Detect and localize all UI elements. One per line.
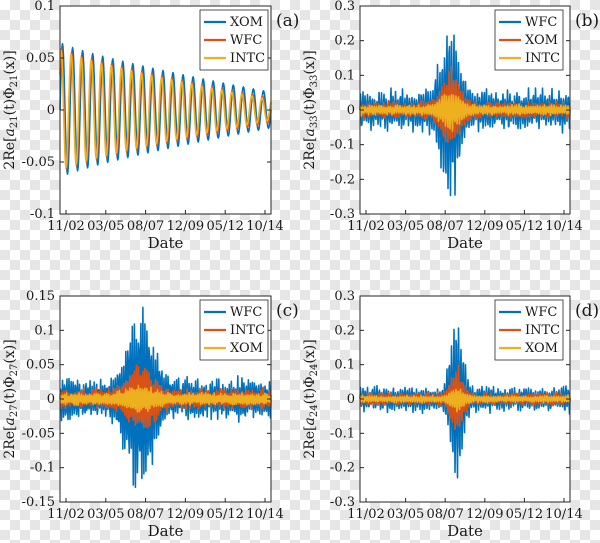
y-tick-label: 0.2 xyxy=(334,34,355,49)
y-tick-label: -0.15 xyxy=(22,495,55,510)
y-tick-label: -0.1 xyxy=(30,461,55,476)
y-tick-label: 0.05 xyxy=(26,358,55,373)
panel-a: -0.1 -0.05 0 0.05 0.1 11/02 03/05 08/07 12/09 05/… xyxy=(2,0,299,252)
y-tick-label: 0.05 xyxy=(26,51,55,66)
y-axis-label: 2Re[a24(t)Φ24(x)] xyxy=(302,339,320,458)
y-tick-label: 0 xyxy=(347,392,355,407)
x-axis-label: Date xyxy=(447,234,483,252)
y-tick-label: -0.05 xyxy=(22,155,55,170)
legend-label-xom: XOM xyxy=(230,15,263,30)
y-tick-label: -0.3 xyxy=(330,207,355,222)
legend-label-wfc: WFC xyxy=(525,15,557,30)
legend-label-wfc: WFC xyxy=(230,305,262,320)
x-tick-label: 05/12 xyxy=(206,507,243,522)
y-tick-label: 0.1 xyxy=(34,0,55,14)
y-tick-label: -0.1 xyxy=(330,426,355,441)
x-tick-label: 12/09 xyxy=(466,507,503,522)
x-tick-label: 05/12 xyxy=(506,219,543,234)
x-tick-label: 10/14 xyxy=(545,219,582,234)
legend-label-xom: XOM xyxy=(525,341,558,356)
x-tick-label: 03/05 xyxy=(87,219,124,234)
series-line-intc xyxy=(59,49,272,169)
x-tick-label: 11/02 xyxy=(347,507,384,522)
y-axis-label: 2Re[a21(t)Φ21(x)] xyxy=(2,50,20,169)
panel-label: (c) xyxy=(276,301,299,321)
legend-label-xom: XOM xyxy=(230,341,263,356)
y-tick-label: 0.3 xyxy=(334,289,355,304)
x-tick-label: 12/09 xyxy=(466,219,503,234)
y-tick-label: -0.3 xyxy=(330,495,355,510)
y-tick-label: -0.1 xyxy=(330,138,355,153)
legend-label-wfc: WFC xyxy=(230,33,262,48)
x-tick-label: 03/05 xyxy=(387,219,424,234)
x-tick-label: 12/09 xyxy=(167,507,204,522)
y-tick-label: 0.3 xyxy=(334,0,355,14)
panel-label: (a) xyxy=(276,11,299,31)
y-tick-label: 0 xyxy=(47,103,55,118)
y-tick-label: 0.1 xyxy=(334,68,355,83)
y-tick-label: -0.05 xyxy=(22,426,55,441)
y-tick-label: -0.2 xyxy=(330,172,355,187)
x-tick-label: 05/12 xyxy=(206,219,243,234)
series-line-xom xyxy=(359,388,571,413)
y-tick-label: 0.1 xyxy=(334,358,355,373)
y-tick-label: -0.1 xyxy=(30,207,55,222)
series-line-xom xyxy=(59,384,272,413)
x-axis-label: Date xyxy=(447,522,483,540)
series-line-xom xyxy=(59,42,272,175)
panel-label: (d) xyxy=(575,301,599,321)
legend-label-intc: INTC xyxy=(525,51,560,66)
x-tick-label: 10/14 xyxy=(246,219,283,234)
y-axis-label: 2Re[a33(t)Φ33(x)] xyxy=(302,50,320,169)
x-tick-label: 05/12 xyxy=(506,507,543,522)
panel-label: (b) xyxy=(575,11,599,31)
legend-label-intc: INTC xyxy=(230,51,265,66)
legend-label-wfc: WFC xyxy=(525,305,557,320)
y-tick-label: 0.2 xyxy=(334,323,355,338)
x-tick-label: 08/07 xyxy=(127,507,164,522)
x-tick-label: 12/09 xyxy=(167,219,204,234)
x-tick-label: 08/07 xyxy=(426,219,463,234)
legend-label-xom: XOM xyxy=(525,33,558,48)
x-tick-label: 11/02 xyxy=(347,219,384,234)
y-tick-label: 0.1 xyxy=(34,323,55,338)
x-tick-label: 03/05 xyxy=(387,507,424,522)
panel-b: -0.3 -0.2 -0.1 0 0.1 0.2 0.3 11/02 03/05 08/07 12/… xyxy=(302,0,599,252)
x-axis-label: Date xyxy=(148,522,184,540)
y-axis-label: 2Re[a27(t)Φ27(x)] xyxy=(2,339,20,458)
y-tick-label: 0 xyxy=(347,103,355,118)
legend-label-intc: INTC xyxy=(230,323,265,338)
x-tick-label: 11/02 xyxy=(47,219,84,234)
y-tick-label: 0.15 xyxy=(26,289,55,304)
x-tick-label: 08/07 xyxy=(426,507,463,522)
y-tick-label: 0 xyxy=(47,392,55,407)
legend-label-intc: INTC xyxy=(525,323,560,338)
x-tick-label: 10/14 xyxy=(545,507,582,522)
panel-d: -0.3 -0.2 -0.1 0 0.1 0.2 0.3 11/02 03/05 08/07 12/… xyxy=(302,289,599,540)
series-line-intc xyxy=(359,93,571,132)
x-tick-label: 08/07 xyxy=(127,219,164,234)
x-tick-label: 03/05 xyxy=(87,507,124,522)
x-tick-label: 11/02 xyxy=(47,507,84,522)
x-axis-label: Date xyxy=(148,234,184,252)
x-tick-label: 10/14 xyxy=(246,507,283,522)
y-tick-label: -0.2 xyxy=(330,461,355,476)
panel-c: -0.15 -0.1 -0.05 0 0.05 0.1 0.15 11/02 03/05 08/0… xyxy=(2,289,299,540)
